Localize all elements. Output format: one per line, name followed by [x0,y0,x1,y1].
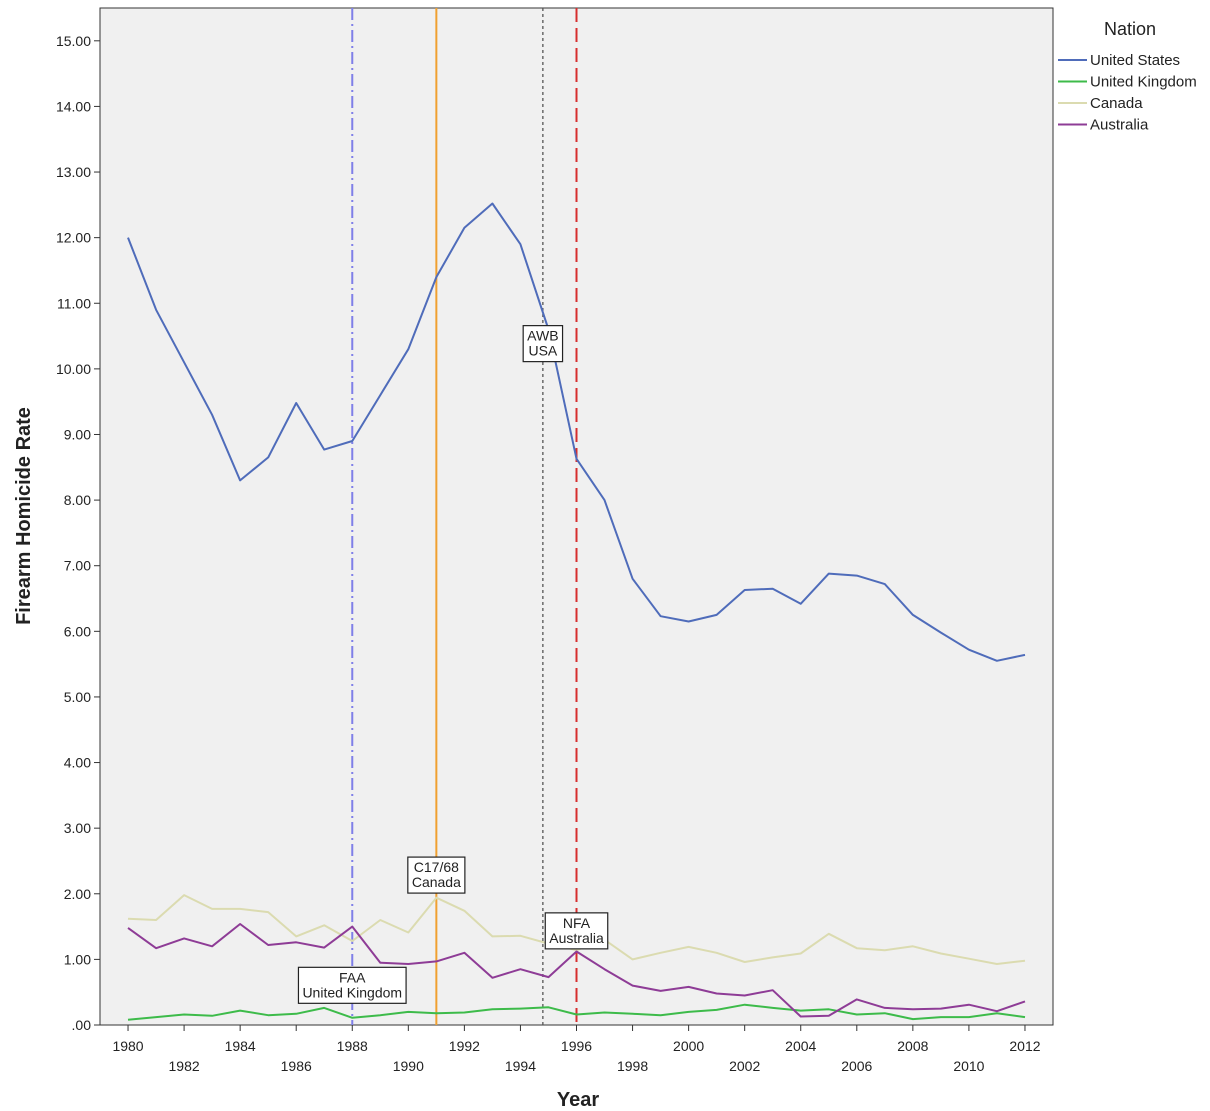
annotation-text: Australia [549,930,604,946]
y-tick-label: 9.00 [64,426,91,442]
y-tick-label: 2.00 [64,886,91,902]
annotation-box [544,912,609,950]
annotation-text: Canada [412,874,461,890]
series-line [127,202,1026,662]
legend-label: United States [1090,52,1180,69]
y-tick-label: 6.00 [64,623,91,639]
legend: Nation United States United Kingdom Canada… [1058,19,1197,134]
x-tick-label: 1998 [617,1058,648,1074]
legend-label: United Kingdom [1090,74,1197,91]
y-tick-label: 14.00 [56,98,91,114]
x-tick-label: 2008 [897,1038,928,1054]
x-tick-label: 1988 [337,1038,368,1054]
annotation-text: C17/68 [414,859,459,875]
x-tick-label: 2002 [729,1058,760,1074]
annotation-text: United Kingdom [302,984,402,1000]
y-tick-label: 3.00 [64,820,91,836]
x-tick-label: 2000 [673,1038,704,1054]
x-tick-label: 1994 [505,1058,536,1074]
x-axis-title: Year [557,1089,599,1111]
y-tick-label: 15.00 [56,33,91,49]
x-tick-label: 1996 [561,1038,592,1054]
y-axis-title: Firearm Homicide Rate [13,407,35,625]
x-tick-label: 2012 [1009,1038,1040,1054]
y-tick-label: 1.00 [64,951,91,967]
y-tick-label: .00 [72,1017,92,1033]
y-tick-label: 5.00 [64,689,91,705]
annotation-text: USA [528,343,557,359]
legend-title: Nation [1104,19,1156,39]
annotation-text: AWB [527,328,558,344]
y-tick-label: 11.00 [57,295,91,311]
series-line [127,894,1026,965]
reference-lines [351,8,578,1025]
x-tick-label: 1990 [393,1058,424,1074]
x-tick-label: 1986 [281,1058,312,1074]
legend-label: Australia [1090,117,1149,134]
legend-label: Canada [1090,95,1143,112]
annotation-box [522,325,564,363]
annotation-text: NFA [563,915,591,931]
x-tick-label: 1984 [225,1038,256,1054]
x-tick-label: 1982 [169,1058,200,1074]
annotation-box [407,856,466,894]
y-tick-label: 12.00 [56,230,91,246]
x-tick-label: 1992 [449,1038,480,1054]
x-tick-label: 2004 [785,1038,816,1054]
y-tick-label: 13.00 [56,164,91,180]
y-tick-label: 4.00 [64,755,91,771]
x-tick-label: 1980 [112,1038,143,1054]
x-tick-label: 2006 [841,1058,872,1074]
y-tick-label: 10.00 [56,361,91,377]
y-tick-label: 7.00 [64,558,91,574]
chart-axes: .00 1.00 2.00 3.00 4.00 5.00 6.00 7.00 8.00 9.00 1… [56,33,1041,1074]
y-tick-label: 8.00 [64,492,91,508]
series-line [127,1003,1026,1021]
annotation-text: FAA [339,969,366,985]
annotation-box [297,966,407,1004]
x-tick-label: 2010 [953,1058,984,1074]
series-line [127,923,1026,1018]
